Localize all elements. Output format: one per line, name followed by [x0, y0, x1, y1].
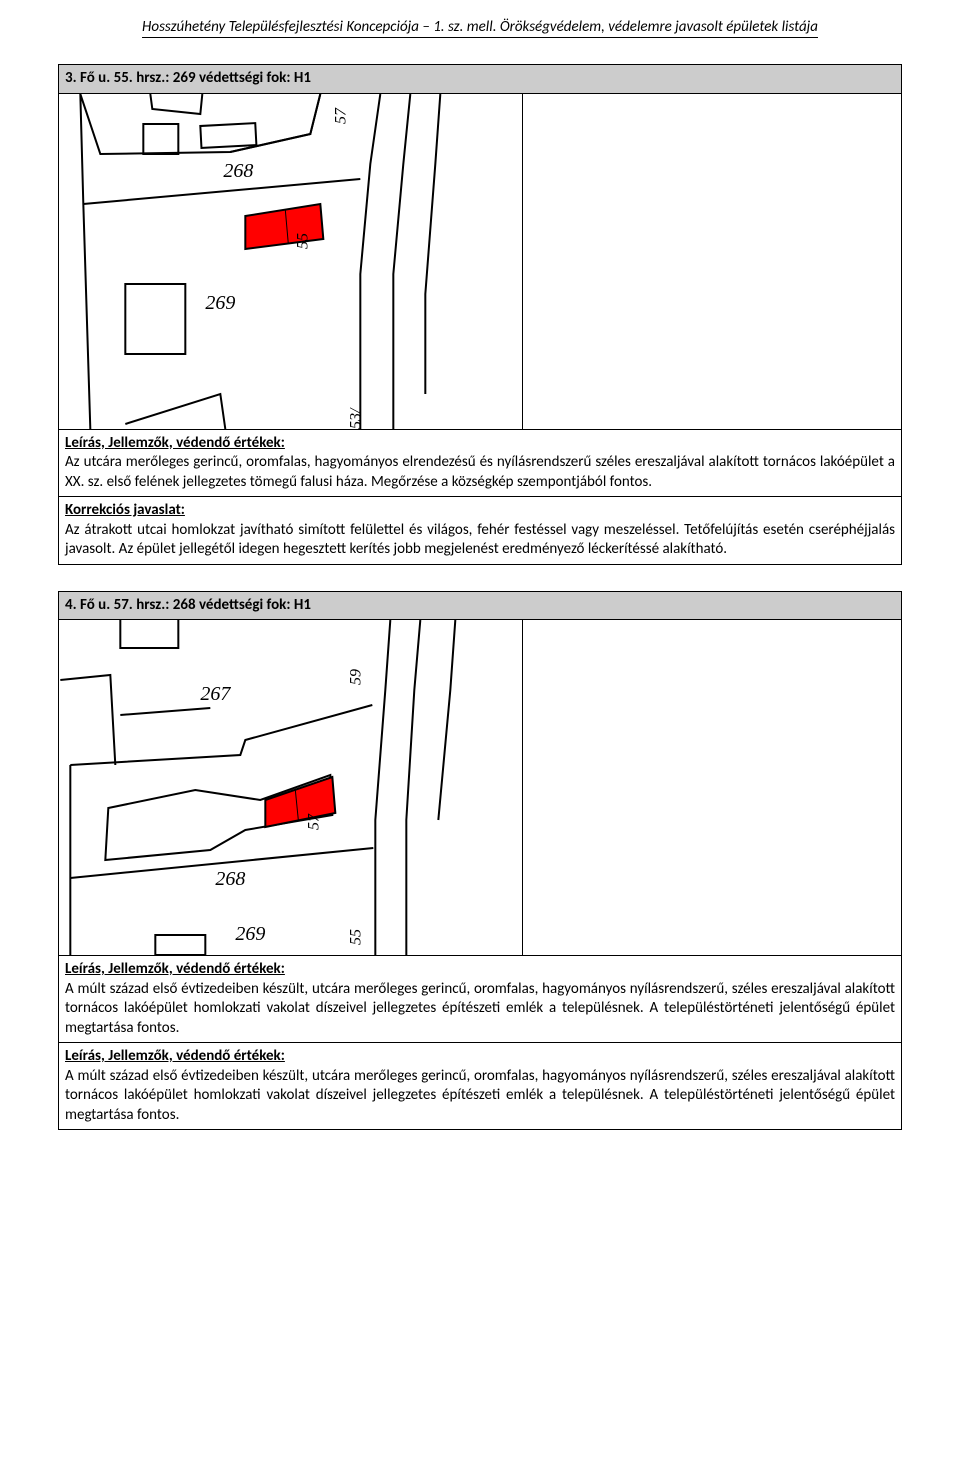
svg-text:55: 55	[294, 233, 311, 249]
svg-text:57: 57	[332, 107, 349, 124]
entry-1-correction-cell: Korrekciós javaslat: Az átrakott utcai h…	[59, 497, 902, 565]
svg-text:269: 269	[205, 292, 235, 314]
entry-1-description-cell: Leírás, Jellemzők, védendő értékek: Az u…	[59, 429, 902, 497]
svg-text:269: 269	[235, 923, 265, 945]
cadastral-map-1: 268 269 57 55 53/	[59, 94, 522, 429]
svg-text:55: 55	[347, 929, 364, 945]
entry-2-description-cell-1: Leírás, Jellemzők, védendő értékek: A mú…	[59, 956, 902, 1043]
entry-1-map: 268 269 57 55 53/	[59, 94, 522, 429]
entry-1-table: 3. Fő u. 55. hrsz.: 269 védettségi fok: …	[58, 64, 902, 565]
svg-text:57: 57	[305, 813, 322, 830]
svg-text:268: 268	[215, 868, 245, 890]
svg-text:53/: 53/	[347, 407, 364, 429]
entry-2-map: 267 268 269 59 57 55	[59, 620, 522, 955]
entry-2-map-cell: 267 268 269 59 57 55	[59, 620, 523, 956]
entry-1-title: 3. Fő u. 55. hrsz.: 269 védettségi fok: …	[59, 65, 902, 94]
entry-1-description-text: Az utcára merőleges gerincű, oromfalas, …	[65, 453, 895, 492]
entry-2-photo-cell	[522, 620, 901, 956]
correction-label: Korrekciós javaslat:	[65, 501, 185, 519]
entry-2-description-cell-2: Leírás, Jellemzők, védendő értékek: A mú…	[59, 1043, 902, 1130]
entry-1-photo-cell	[522, 93, 901, 429]
svg-text:268: 268	[223, 160, 253, 182]
cadastral-map-2: 267 268 269 59 57 55	[59, 620, 522, 955]
document-header: Hosszúhetény Településfejlesztési Koncep…	[58, 18, 902, 42]
description-label: Leírás, Jellemzők, védendő értékek:	[65, 1047, 285, 1065]
svg-text:59: 59	[347, 669, 364, 685]
svg-text:267: 267	[200, 683, 231, 705]
entry-1-correction-text: Az átrakott utcai homlokzat javítható si…	[65, 521, 895, 560]
entry-2-description-text-2: A múlt század első évtizedeiben készült,…	[65, 1067, 895, 1126]
entry-2-title: 4. Fő u. 57. hrsz.: 268 védettségi fok: …	[59, 591, 902, 620]
entry-2-table: 4. Fő u. 57. hrsz.: 268 védettségi fok: …	[58, 591, 902, 1131]
entry-2-description-text-1: A múlt század első évtizedeiben készült,…	[65, 980, 895, 1039]
entry-1-map-cell: 268 269 57 55 53/	[59, 93, 523, 429]
description-label: Leírás, Jellemzők, védendő értékek:	[65, 960, 285, 978]
description-label: Leírás, Jellemzők, védendő értékek:	[65, 434, 285, 452]
